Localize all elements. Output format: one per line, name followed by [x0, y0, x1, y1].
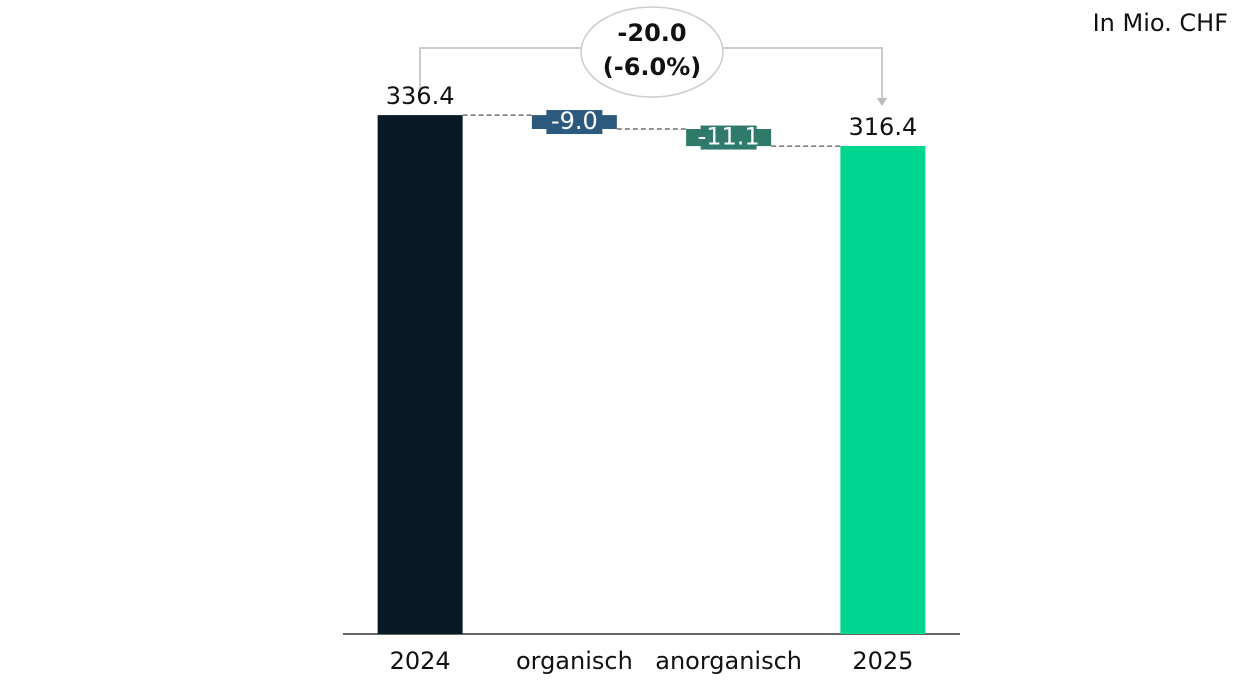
- change-bubble: [580, 6, 724, 98]
- x-tick-label: 2024: [390, 647, 451, 675]
- label-bg: [534, 116, 615, 129]
- value-label: 316.4: [849, 113, 918, 141]
- x-tick-label: anorganisch: [655, 647, 802, 675]
- label-bg: [688, 131, 769, 144]
- x-tick-label: organisch: [516, 647, 633, 675]
- value-label: 336.4: [386, 82, 455, 110]
- change-label: -20.0: [617, 19, 686, 47]
- change-pct-label: (-6.0%): [603, 53, 701, 81]
- value-label: -9.0: [551, 107, 598, 135]
- bridge-arrow: [877, 98, 887, 106]
- bar: [377, 115, 463, 634]
- unit-note: In Mio. CHF: [1093, 9, 1228, 37]
- bar: [840, 145, 926, 634]
- x-tick-label: 2025: [852, 647, 913, 675]
- value-label: -11.1: [698, 123, 760, 151]
